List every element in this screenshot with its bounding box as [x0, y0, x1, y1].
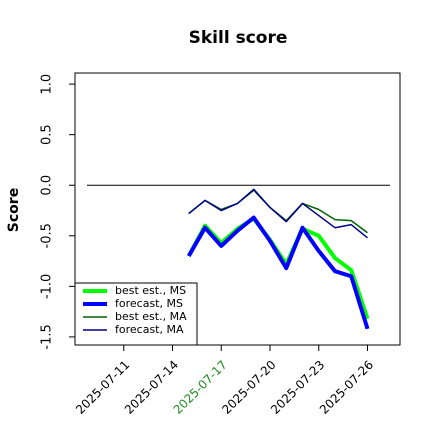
y-tick-label: 0.5	[40, 124, 55, 145]
chart-title: Skill score	[189, 28, 288, 48]
legend-label: best est., MS	[115, 284, 186, 297]
series-line	[187, 215, 370, 330]
legend-label: forecast, MS	[115, 297, 183, 310]
series-line	[188, 188, 368, 239]
legend-box	[74, 282, 198, 346]
y-tick-label: -1.0	[40, 274, 55, 299]
legend-label: forecast, MA	[115, 323, 184, 336]
y-axis-label: Score	[6, 188, 22, 232]
series-line	[186, 216, 370, 320]
plot-frame	[74, 72, 401, 346]
y-tick-label: 1.0	[40, 74, 55, 95]
y-tick-label: -0.5	[40, 223, 55, 248]
y-tick-label: -1.5	[40, 324, 55, 349]
legend-label: best est., MA	[115, 310, 187, 323]
y-tick-label: 0.0	[40, 175, 55, 196]
